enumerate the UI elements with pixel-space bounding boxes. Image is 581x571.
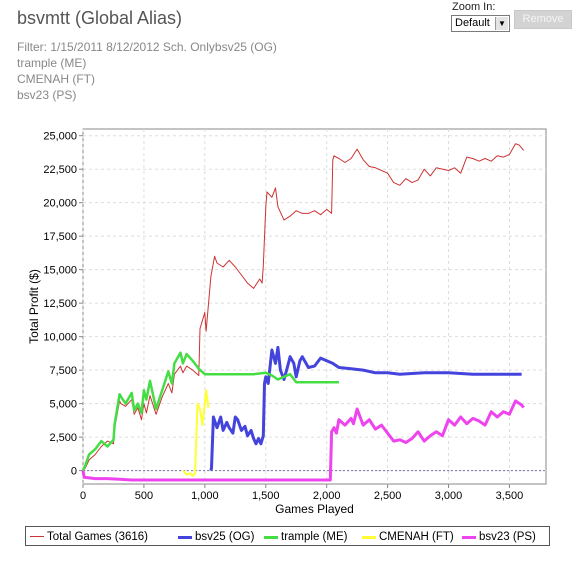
zoom-select[interactable]: Default ▼	[451, 15, 510, 32]
y-axis-label: Total Profit ($)	[27, 269, 41, 344]
filter-line-trample: trample (ME)	[17, 56, 87, 70]
legend-swatch-total-games	[30, 536, 44, 537]
y-tick-label: 22,500	[43, 164, 77, 176]
series-line-cmenah	[182, 389, 210, 477]
y-tick-label: 5,000	[49, 399, 77, 411]
x-tick-label: 1,500	[252, 490, 280, 502]
zoom-in-label: Zoom In:	[452, 1, 496, 13]
series-line-trample	[81, 351, 339, 472]
legend-swatch-cmenah	[362, 536, 376, 539]
legend-swatch-bsv23	[462, 536, 476, 539]
legend-swatch-bsv25	[178, 536, 192, 539]
y-tick-label: 20,000	[43, 198, 77, 210]
legend-label-total-games: Total Games (3616)	[47, 531, 148, 543]
chevron-down-icon[interactable]: ▼	[495, 17, 508, 30]
page-title: bsvmtt (Global Alias)	[17, 8, 183, 28]
filter-line-cmenah: CMENAH (FT)	[17, 72, 95, 86]
x-tick-label: 2,000	[313, 490, 341, 502]
zoom-select-value: Default	[455, 17, 490, 29]
profit-line-chart: 0 2,500 5,000 7,500 10,000 12,500 15,000 17,500…	[27, 128, 547, 516]
x-axis-ticks: 0 500 1,000 1,500 2,000 2,500 3,000 3,500	[80, 484, 523, 502]
x-tick-label: 0	[80, 490, 86, 502]
y-tick-label: 15,000	[43, 265, 77, 277]
remove-button[interactable]: Remove	[514, 10, 572, 29]
legend-label-bsv23: bsv23 (PS)	[479, 531, 536, 543]
x-tick-label: 1,000	[191, 490, 219, 502]
legend-label-trample: trample (ME)	[281, 531, 348, 543]
x-axis-label: Games Played	[275, 502, 354, 516]
x-tick-label: 2,500	[374, 490, 402, 502]
series-lines	[81, 143, 525, 482]
series-line-bsv25	[209, 345, 522, 471]
x-tick-label: 3,500	[496, 490, 524, 502]
y-tick-label: 12,500	[43, 298, 77, 310]
y-tick-label: 2,500	[49, 432, 77, 444]
plot-area	[82, 128, 547, 485]
series-line-total-games	[82, 143, 524, 471]
chart-legend: Total Games (3616) bsv25 (OG) trample (M…	[25, 526, 550, 546]
x-tick-label: 500	[135, 490, 153, 502]
y-tick-label: 25,000	[43, 131, 77, 143]
y-tick-label: 10,000	[43, 332, 77, 344]
series-line-bsv23	[81, 399, 525, 482]
filter-line-bsv23: bsv23 (PS)	[17, 88, 77, 102]
y-tick-label: 7,500	[49, 365, 77, 377]
legend-swatch-trample	[264, 536, 278, 539]
y-axis-ticks: 0 2,500 5,000 7,500 10,000 12,500 15,000 17,500…	[43, 131, 83, 478]
legend-label-bsv25: bsv25 (OG)	[195, 531, 255, 543]
legend-label-cmenah: CMENAH (FT)	[379, 531, 454, 543]
x-tick-label: 3,000	[435, 490, 463, 502]
y-tick-label: 0	[71, 466, 77, 478]
filter-line-date-range: Filter: 1/15/2011 8/12/2012 Sch. Onlybsv…	[17, 40, 277, 54]
y-tick-label: 17,500	[43, 231, 77, 243]
